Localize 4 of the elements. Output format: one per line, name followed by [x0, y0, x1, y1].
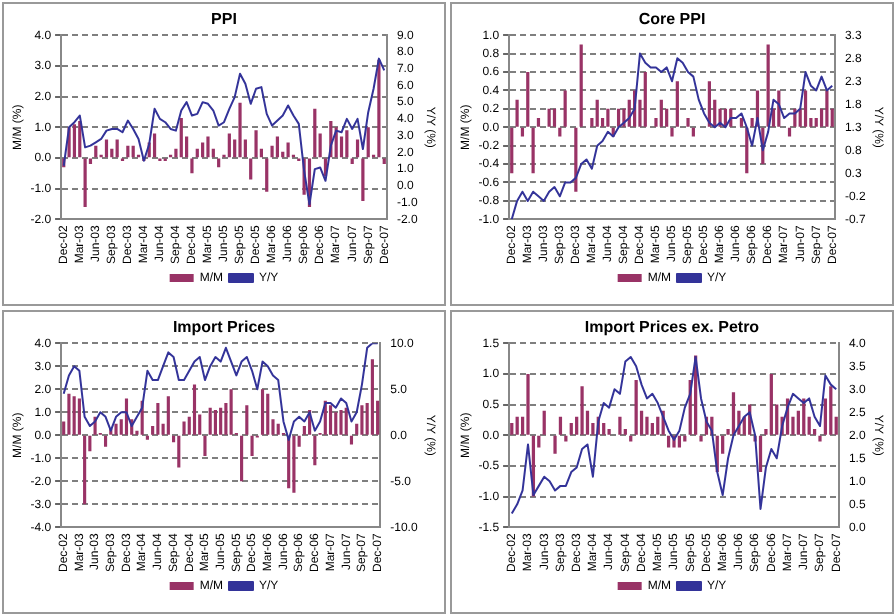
chart-title: PPI [211, 10, 237, 29]
chart-title: Import Prices [172, 318, 277, 337]
chart-title: Core PPI [638, 10, 706, 29]
chart-title: Import Prices ex. Petro [584, 318, 760, 337]
